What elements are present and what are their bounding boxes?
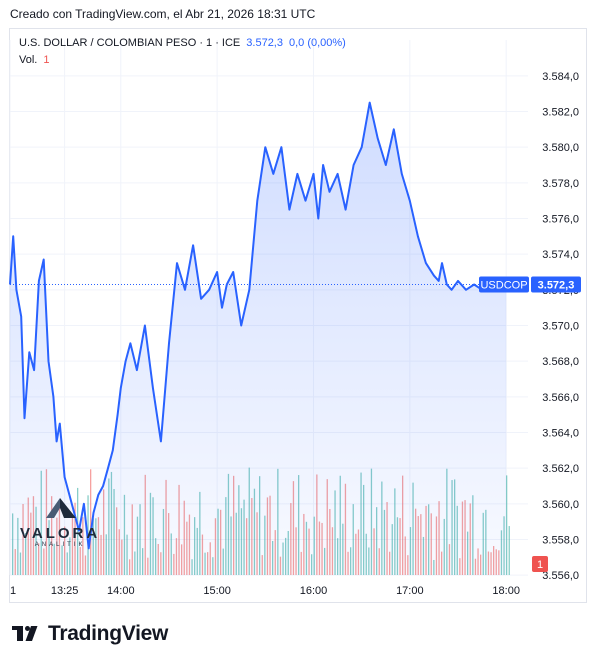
x-tick-label: 1: [10, 585, 16, 597]
legend-symbol[interactable]: U.S. DOLLAR / COLOMBIAN PESO · 1 · ICE: [19, 37, 241, 49]
volume-bar: [90, 469, 92, 575]
price-tag: [531, 276, 581, 293]
chart-legend: U.S. DOLLAR / COLOMBIAN PESO · 1 · ICE 3.…: [19, 35, 346, 69]
y-tick-label: 3.582,0: [542, 107, 579, 119]
y-tick-label: 3.584,0: [542, 71, 579, 83]
volume-bar: [508, 526, 510, 575]
y-tick-label: 3.580,0: [542, 142, 579, 154]
tradingview-logo-icon: [12, 626, 38, 641]
y-tick-label: 3.574,0: [542, 249, 579, 261]
y-tick-label: 3.564,0: [542, 428, 579, 440]
price-tag-label: 3.572,3: [538, 279, 575, 291]
watermark-sub: ANALITIK: [34, 542, 86, 548]
y-tick-label: 3.562,0: [542, 463, 579, 475]
x-tick-label: 14:00: [107, 585, 135, 597]
watermark-name: VALORA: [20, 525, 101, 542]
y-tick-label: 3.566,0: [542, 392, 579, 404]
x-tick-label: 16:00: [300, 585, 328, 597]
ticker-tag-label: USDCOP: [480, 279, 527, 291]
tradingview-brand: TradingView: [48, 622, 169, 645]
legend-volume-label[interactable]: Vol.: [19, 54, 38, 66]
ticker-tag: [479, 276, 529, 293]
y-tick-label: 3.568,0: [542, 356, 579, 368]
price-area: [10, 102, 507, 575]
x-tick-label: 17:00: [396, 585, 424, 597]
chart-credit: Creado con TradingView.com, el Abr 21, 2…: [10, 7, 316, 21]
y-tick-label: 3.570,0: [542, 321, 579, 333]
volume-bar: [506, 475, 508, 575]
y-tick-label: 3.558,0: [542, 535, 579, 547]
tradingview-footer[interactable]: TradingView: [12, 622, 168, 646]
y-tick-label: 3.556,0: [542, 570, 579, 582]
x-tick-label: 13:25: [51, 585, 79, 597]
legend-change: 0,0 (0,00%): [288, 37, 346, 49]
price-line: [9, 101, 507, 550]
x-tick-label: 15:00: [203, 585, 231, 597]
valora-logo-icon: [46, 498, 77, 518]
legend-volume-value: 1: [43, 54, 50, 66]
y-tick-label: 3.576,0: [542, 214, 579, 226]
y-tick-label: 3.560,0: [542, 499, 579, 511]
y-tick-label: 3.578,0: [542, 178, 579, 190]
volume-tag-label: 1: [537, 559, 543, 571]
x-tick-label: 18:00: [492, 585, 520, 597]
valora-watermark: VALORA ANALITIK: [20, 496, 100, 548]
legend-price: 3.572,3: [246, 37, 283, 49]
volume-tag: [532, 556, 548, 572]
